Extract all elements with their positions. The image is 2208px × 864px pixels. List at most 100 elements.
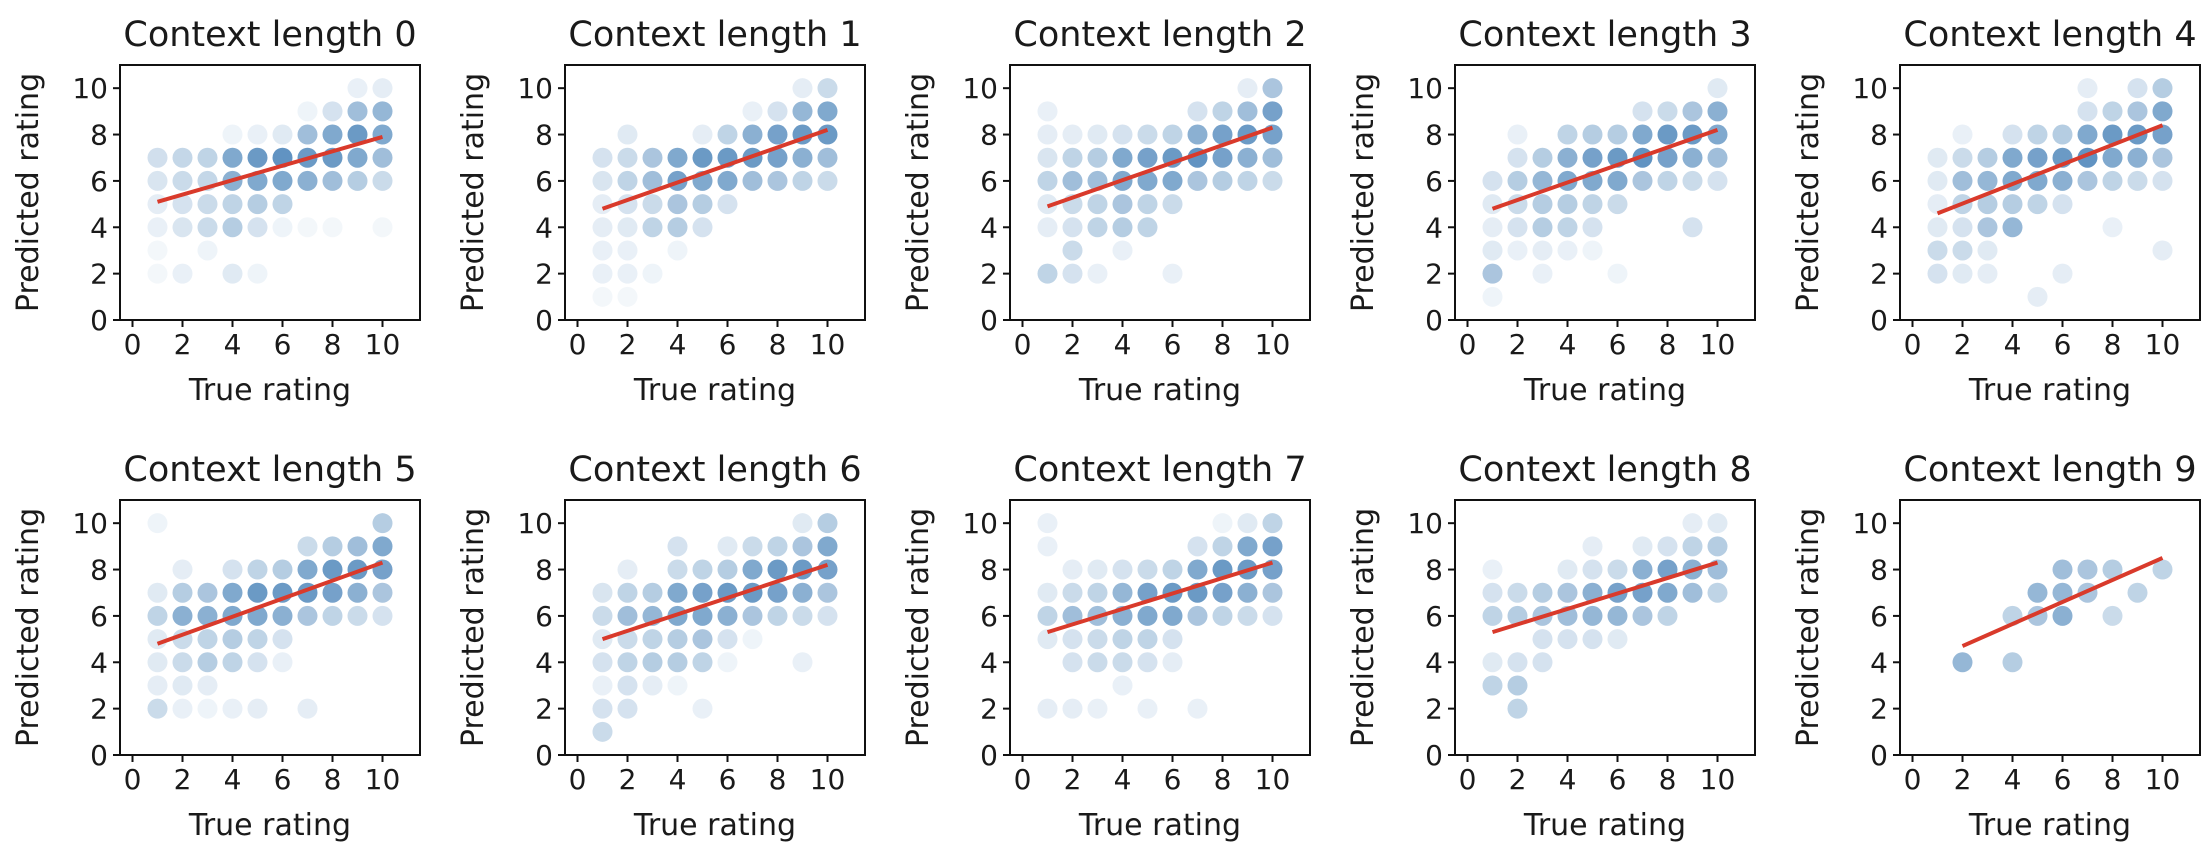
- data-point: [717, 536, 738, 557]
- data-point: [1707, 559, 1728, 580]
- x-tick-label: 2: [174, 763, 192, 796]
- data-point: [1707, 170, 1728, 191]
- y-tick-label: 6: [1870, 600, 1888, 633]
- x-tick-label: 0: [124, 328, 142, 361]
- data-point: [1212, 536, 1233, 557]
- data-point: [1237, 101, 1258, 122]
- data-point: [2052, 170, 2073, 191]
- data-point: [1262, 101, 1283, 122]
- data-point: [1137, 629, 1158, 650]
- data-point: [717, 170, 738, 191]
- data-point: [2152, 559, 2173, 580]
- data-point: [322, 536, 343, 557]
- x-tick-label: 6: [2054, 763, 2072, 796]
- y-tick-label: 10: [1407, 507, 1443, 540]
- data-point: [172, 147, 193, 168]
- x-tick-label: 4: [669, 763, 687, 796]
- data-point: [792, 170, 813, 191]
- data-point: [1707, 147, 1728, 168]
- x-tick-label: 8: [324, 763, 342, 796]
- data-point: [322, 170, 343, 191]
- data-point: [347, 605, 368, 626]
- data-point: [2027, 147, 2048, 168]
- x-tick-label: 6: [719, 328, 737, 361]
- data-point: [1952, 170, 1973, 191]
- data-point: [1582, 629, 1603, 650]
- x-tick-label: 2: [1954, 763, 1972, 796]
- x-tick-label: 0: [1904, 328, 1922, 361]
- x-tick-label: 6: [1609, 763, 1627, 796]
- data-point: [1952, 217, 1973, 238]
- y-axis-label: Predicted rating: [456, 508, 491, 747]
- data-point: [592, 605, 613, 626]
- data-point: [1112, 217, 1133, 238]
- data-point: [717, 559, 738, 580]
- x-tick-label: 8: [1659, 763, 1677, 796]
- data-point: [742, 124, 763, 145]
- data-point: [1582, 124, 1603, 145]
- data-point: [1187, 101, 1208, 122]
- data-point: [1037, 629, 1058, 650]
- data-point: [1037, 582, 1058, 603]
- data-point: [642, 652, 663, 673]
- data-point: [792, 513, 813, 534]
- data-point: [272, 194, 293, 215]
- data-point: [322, 559, 343, 580]
- y-tick-label: 0: [1870, 739, 1888, 772]
- y-axis-label: Predicted rating: [901, 508, 936, 747]
- chart-title: Context length 5: [123, 450, 416, 490]
- data-point: [742, 605, 763, 626]
- regression-line: [1491, 560, 1719, 635]
- plot-frame: [564, 64, 866, 321]
- data-point: [817, 124, 838, 145]
- data-point: [1977, 170, 1998, 191]
- data-point: [272, 559, 293, 580]
- data-point: [247, 559, 268, 580]
- data-point: [1212, 513, 1233, 534]
- data-point: [1607, 605, 1628, 626]
- data-point: [1237, 513, 1258, 534]
- x-tick-label: 8: [769, 763, 787, 796]
- data-point: [642, 675, 663, 696]
- x-tick-label: 4: [2004, 763, 2022, 796]
- data-point: [667, 629, 688, 650]
- x-tick-label: 4: [2004, 328, 2022, 361]
- data-point: [247, 698, 268, 719]
- data-point: [592, 217, 613, 238]
- data-point: [1237, 170, 1258, 191]
- x-tick-label: 2: [174, 328, 192, 361]
- data-point: [1062, 559, 1083, 580]
- data-point: [1507, 147, 1528, 168]
- y-tick-label: 2: [1425, 693, 1443, 726]
- x-tick-label: 4: [669, 328, 687, 361]
- chart-title: Context length 1: [568, 15, 861, 55]
- data-point: [817, 147, 838, 168]
- data-point: [147, 240, 168, 261]
- data-point: [197, 582, 218, 603]
- data-point: [1087, 263, 1108, 284]
- x-tick-label: 6: [2054, 328, 2072, 361]
- data-point: [197, 194, 218, 215]
- data-point: [347, 170, 368, 191]
- data-point: [222, 194, 243, 215]
- x-tick-label: 8: [324, 328, 342, 361]
- data-point: [2102, 147, 2123, 168]
- x-tick-label: 6: [274, 763, 292, 796]
- data-point: [172, 263, 193, 284]
- y-tick-label: 8: [980, 554, 998, 587]
- data-point: [817, 513, 838, 534]
- data-point: [1507, 582, 1528, 603]
- data-point: [172, 652, 193, 673]
- data-point: [1212, 124, 1233, 145]
- y-tick-label: 10: [1852, 72, 1888, 105]
- data-point: [1507, 217, 1528, 238]
- data-point: [347, 582, 368, 603]
- data-point: [1087, 194, 1108, 215]
- y-tick-label: 10: [72, 72, 108, 105]
- data-point: [617, 698, 638, 719]
- data-point: [1162, 124, 1183, 145]
- data-point: [1037, 263, 1058, 284]
- chart-title: Context length 9: [1903, 450, 2196, 490]
- data-point: [1137, 147, 1158, 168]
- data-point: [717, 629, 738, 650]
